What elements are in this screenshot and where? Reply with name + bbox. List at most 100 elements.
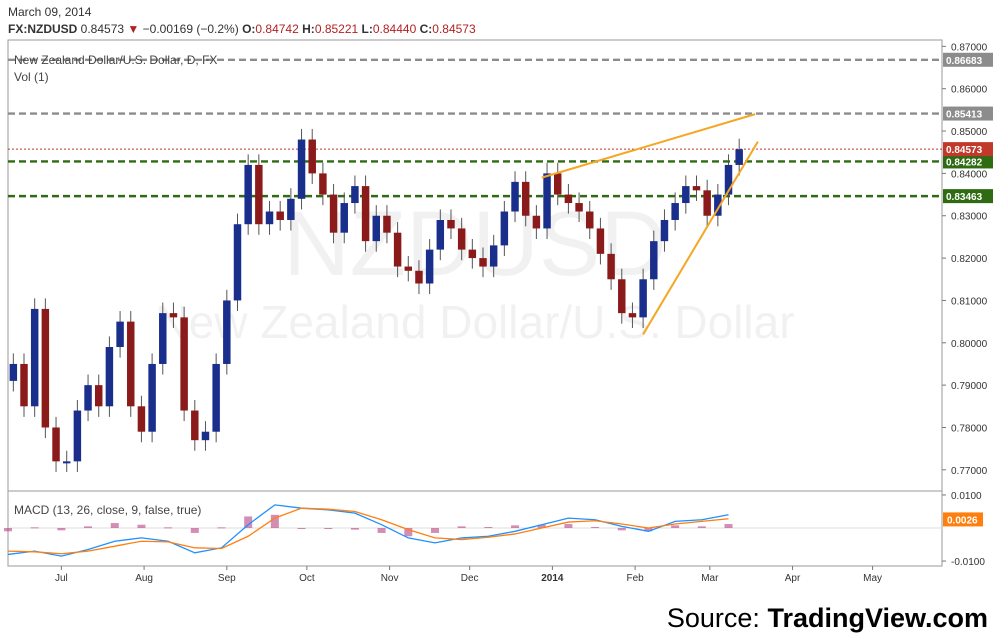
main-pane-title: New Zealand Dollar/U.S. Dollar, D, FX <box>14 53 218 67</box>
macd-histogram-bar <box>511 525 520 529</box>
close-label: C: <box>419 22 433 36</box>
date-tick-label: Dec <box>461 573 479 584</box>
candle-body <box>180 317 188 411</box>
last-price: 0.84573 <box>80 22 125 36</box>
macd-histogram-bar <box>110 523 119 529</box>
candle-body <box>20 363 28 407</box>
candle-body <box>468 249 477 259</box>
candle-body <box>553 173 562 195</box>
candle-body <box>41 308 50 428</box>
candle-body <box>447 219 455 229</box>
candle-body <box>159 313 167 364</box>
candle-body <box>393 232 402 267</box>
candle-body <box>372 215 380 242</box>
level-price-tag: 0.84573 <box>943 142 993 157</box>
level-price-tag: 0.85413 <box>943 106 993 121</box>
symbol-label[interactable]: FX:NZDUSD <box>8 22 78 36</box>
candle-body <box>276 211 284 220</box>
watermark-name: New Zealand Dollar/U.S. Dollar <box>155 296 794 348</box>
price-tick-label: 0.80000 <box>951 339 988 350</box>
level-price-tag: 0.86683 <box>943 52 993 67</box>
macd-histogram-bar <box>724 524 733 529</box>
candle-body <box>724 164 733 195</box>
high-value: 0.85221 <box>314 22 359 36</box>
svg-text:0.86683: 0.86683 <box>946 56 983 67</box>
macd-histogram-bar <box>297 528 306 530</box>
high-label: H: <box>302 22 315 36</box>
macd-histogram-bar <box>430 528 439 533</box>
candle-body <box>714 194 722 216</box>
candle-body <box>682 186 690 204</box>
price-tick-label: 0.82000 <box>951 254 988 265</box>
macd-pane-title: MACD (13, 26, close, 9, false, true) <box>14 503 202 517</box>
macd-histogram-bar <box>591 527 600 529</box>
macd-line <box>7 504 729 557</box>
candle-body <box>639 279 647 318</box>
candle-body <box>511 181 519 212</box>
macd-tick-label: 0.0100 <box>951 491 982 502</box>
price-tick-label: 0.83000 <box>951 212 988 223</box>
candle-body <box>361 186 370 242</box>
candle-body <box>30 308 39 407</box>
macd-histogram-bar <box>564 524 573 529</box>
candle-body <box>244 164 252 225</box>
low-value: 0.84440 <box>372 22 417 36</box>
candle-body <box>340 203 348 233</box>
candle-body <box>521 181 530 216</box>
date-tick-label: Jul <box>55 573 68 584</box>
date-tick-label: Apr <box>785 573 801 584</box>
source-credit: Source: TradingView.com <box>667 603 988 634</box>
candle-body <box>319 173 327 195</box>
candle-body <box>116 321 124 348</box>
candle-body <box>532 215 541 229</box>
volume-label: Vol (1) <box>14 70 49 84</box>
candle-body <box>607 253 615 280</box>
source-brand: TradingView.com <box>767 603 988 633</box>
candle-body <box>575 203 583 212</box>
svg-text:0.0026: 0.0026 <box>947 515 978 526</box>
candle-body <box>201 431 210 441</box>
candle-body <box>564 194 573 204</box>
candle-body <box>703 190 711 216</box>
signal-line <box>7 507 729 555</box>
open-value: 0.84742 <box>255 22 299 36</box>
candle-body <box>660 219 669 242</box>
macd-histogram-bar <box>4 528 12 532</box>
quote-line: FX:NZDUSD 0.84573 ▼ −0.00169 (−0.2%) O:0… <box>8 22 476 36</box>
date-tick-label: May <box>863 573 882 584</box>
candle-body <box>233 224 242 301</box>
candle-body <box>84 385 92 411</box>
down-arrow-icon: ▼ <box>127 22 140 36</box>
date-tick-label: Sep <box>218 573 236 584</box>
macd-histogram-bar <box>350 528 359 530</box>
date-tick-label: Aug <box>135 573 153 584</box>
macd-histogram-bar <box>84 526 93 529</box>
candle-body <box>735 149 743 165</box>
candle-body <box>308 139 316 174</box>
price-tick-label: 0.81000 <box>951 296 988 307</box>
macd-histogram-bar <box>644 528 653 532</box>
candle-body <box>479 258 487 267</box>
candle-body <box>489 245 498 267</box>
candle-body <box>618 279 626 314</box>
open-label: O: <box>242 22 256 36</box>
price-tick-label: 0.85000 <box>951 127 988 138</box>
macd-histogram-bar <box>190 528 199 533</box>
level-price-tag: 0.83463 <box>943 189 993 204</box>
macd-tick-label: -0.0100 <box>951 557 985 568</box>
candle-body <box>255 164 263 225</box>
candle-body <box>383 215 391 233</box>
macd-histogram-bar <box>164 527 173 529</box>
date-tick-label: 2014 <box>541 573 564 584</box>
macd-histogram-bar <box>30 527 39 529</box>
svg-text:0.83463: 0.83463 <box>946 192 983 203</box>
candle-body <box>457 228 466 250</box>
candle-body <box>297 139 306 199</box>
candle-body <box>425 249 434 284</box>
date-tick-label: Oct <box>299 573 315 584</box>
close-value: 0.84573 <box>432 22 476 36</box>
candle-body <box>404 266 413 271</box>
candle-body <box>692 186 701 191</box>
